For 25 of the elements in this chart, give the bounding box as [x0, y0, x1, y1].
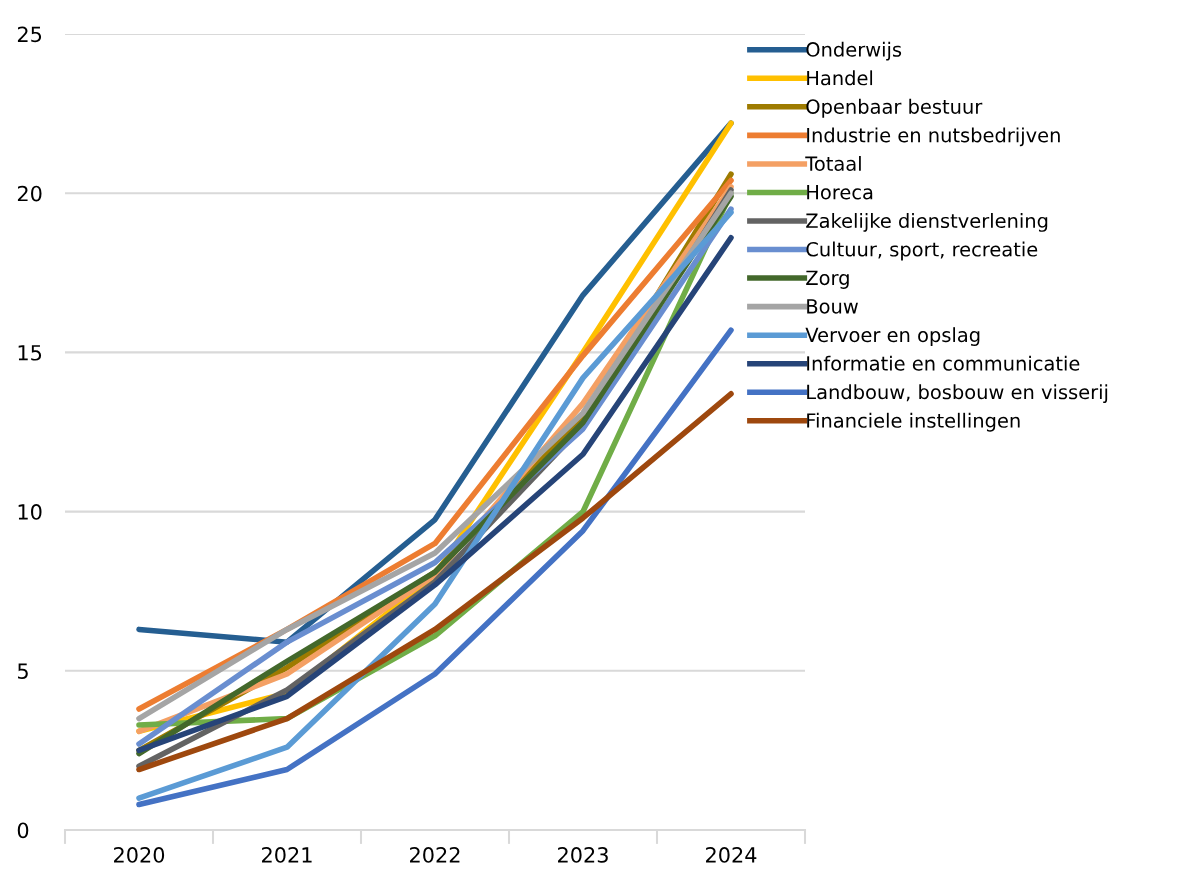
legend-label: Landbouw, bosbouw en visserij: [807, 384, 1108, 404]
legend-label: Bouw: [807, 299, 858, 314]
legend-label: Vervoer en opslag: [805, 327, 980, 346]
legend-label: Onderwijs: [806, 41, 902, 61]
x-tick-label: 2021: [262, 847, 312, 863]
legend-label: Openbaar bestuur: [806, 98, 983, 118]
y-tick-label: 5: [18, 663, 28, 680]
y-tick-label: 20: [17, 185, 42, 202]
y-tick-label: 25: [17, 26, 42, 43]
legend-label: Totaal: [805, 155, 861, 171]
legend-label: Cultuur, sport, recreatie: [806, 241, 1038, 261]
legend-label: Handel: [807, 70, 873, 86]
x-tick-label: 2020: [114, 847, 165, 863]
x-tick-label: 2023: [558, 847, 608, 863]
legend-label: Industrie en nutsbedrijven: [807, 127, 1060, 147]
legend-label: Financiele instellingen: [807, 412, 1020, 432]
y-tick-label: 15: [18, 345, 42, 361]
x-tick-label: 2022: [410, 847, 460, 863]
legend-label: Informatie en communicatie: [807, 355, 1080, 371]
legend-label: Horeca: [807, 185, 873, 200]
y-tick-label: 0: [17, 822, 29, 839]
x-tick-label: 2024: [706, 847, 757, 863]
legend-label: Zakelijke dienstverlening: [806, 213, 1048, 232]
legend-label: Zorg: [806, 270, 849, 289]
y-tick-label: 10: [18, 504, 42, 520]
